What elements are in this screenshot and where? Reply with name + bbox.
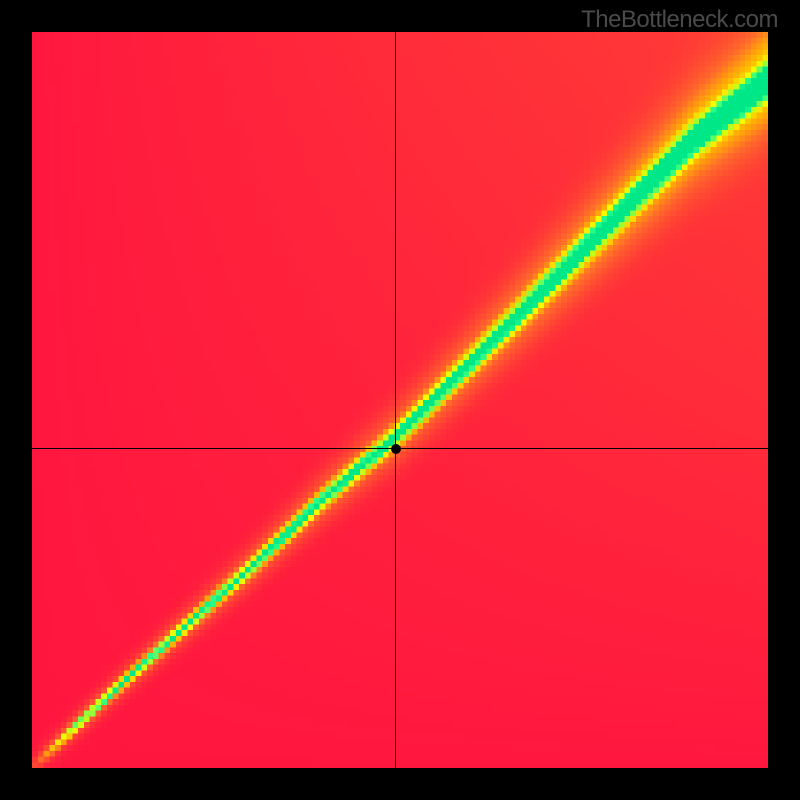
chart-container: TheBottleneck.com [0, 0, 800, 800]
heatmap-canvas [32, 32, 768, 768]
indicator-point [391, 444, 401, 454]
crosshair-vertical [395, 32, 396, 768]
heatmap-plot [32, 32, 768, 768]
watermark-text: TheBottleneck.com [581, 6, 778, 34]
